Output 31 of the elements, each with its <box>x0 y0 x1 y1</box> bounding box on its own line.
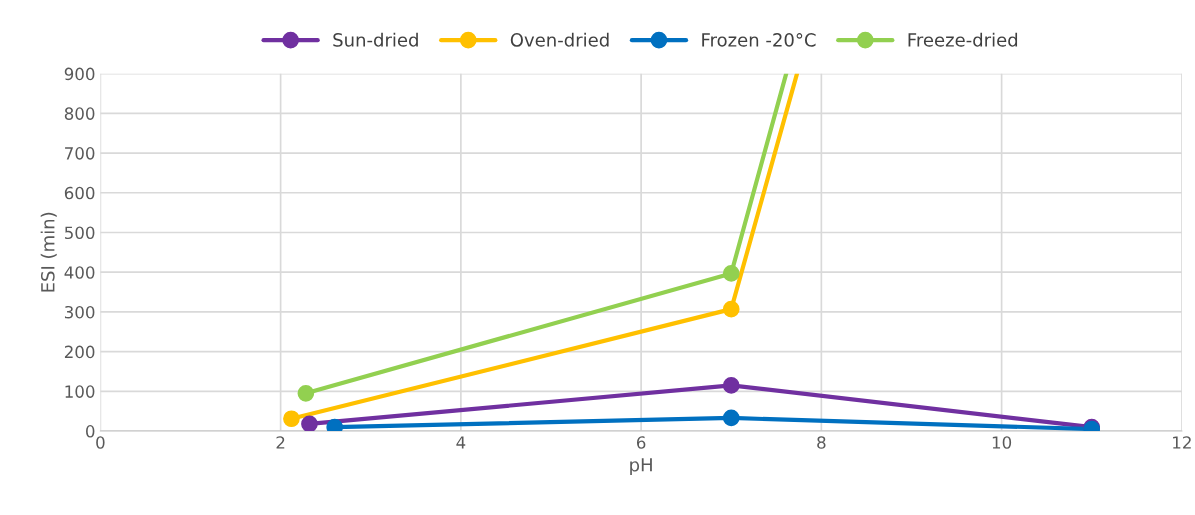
legend-label: Sun-dried <box>333 32 418 47</box>
y-tick-label: 300 <box>64 305 95 319</box>
y-tick-label: 400 <box>64 266 95 279</box>
x-tick-label: 4 <box>456 436 466 449</box>
y-axis-title: ESI (min) <box>40 212 57 292</box>
y-tick-label: 500 <box>64 226 95 240</box>
y-tick-label: 100 <box>65 385 95 398</box>
y-tick-label: 0 <box>86 425 95 438</box>
legend-label: Oven-dried <box>510 32 609 47</box>
x-tick-label: 2 <box>276 436 285 449</box>
point <box>722 409 740 427</box>
y-tick-label: 900 <box>64 67 95 81</box>
point <box>722 300 740 318</box>
point <box>722 265 740 282</box>
x-tick-label: 0 <box>96 436 105 449</box>
y-tick-label: 700 <box>65 147 95 160</box>
x-tick-label: 6 <box>636 436 646 449</box>
x-tick-label: 8 <box>817 436 826 449</box>
point <box>326 418 344 432</box>
legend-label: Frozen -20°C <box>702 33 816 47</box>
x-tick-label: 10 <box>992 436 1012 449</box>
x-axis-title: pH <box>630 458 652 476</box>
legend-label: Freeze-dried <box>908 32 1018 47</box>
point <box>301 415 318 432</box>
x-tick-label: 12 <box>1173 436 1191 449</box>
y-tick-label: 200 <box>64 345 95 359</box>
point <box>297 384 315 402</box>
y-tick-label: 600 <box>64 186 95 200</box>
point <box>722 377 740 394</box>
point <box>283 410 300 428</box>
y-tick-label: 800 <box>64 107 95 120</box>
